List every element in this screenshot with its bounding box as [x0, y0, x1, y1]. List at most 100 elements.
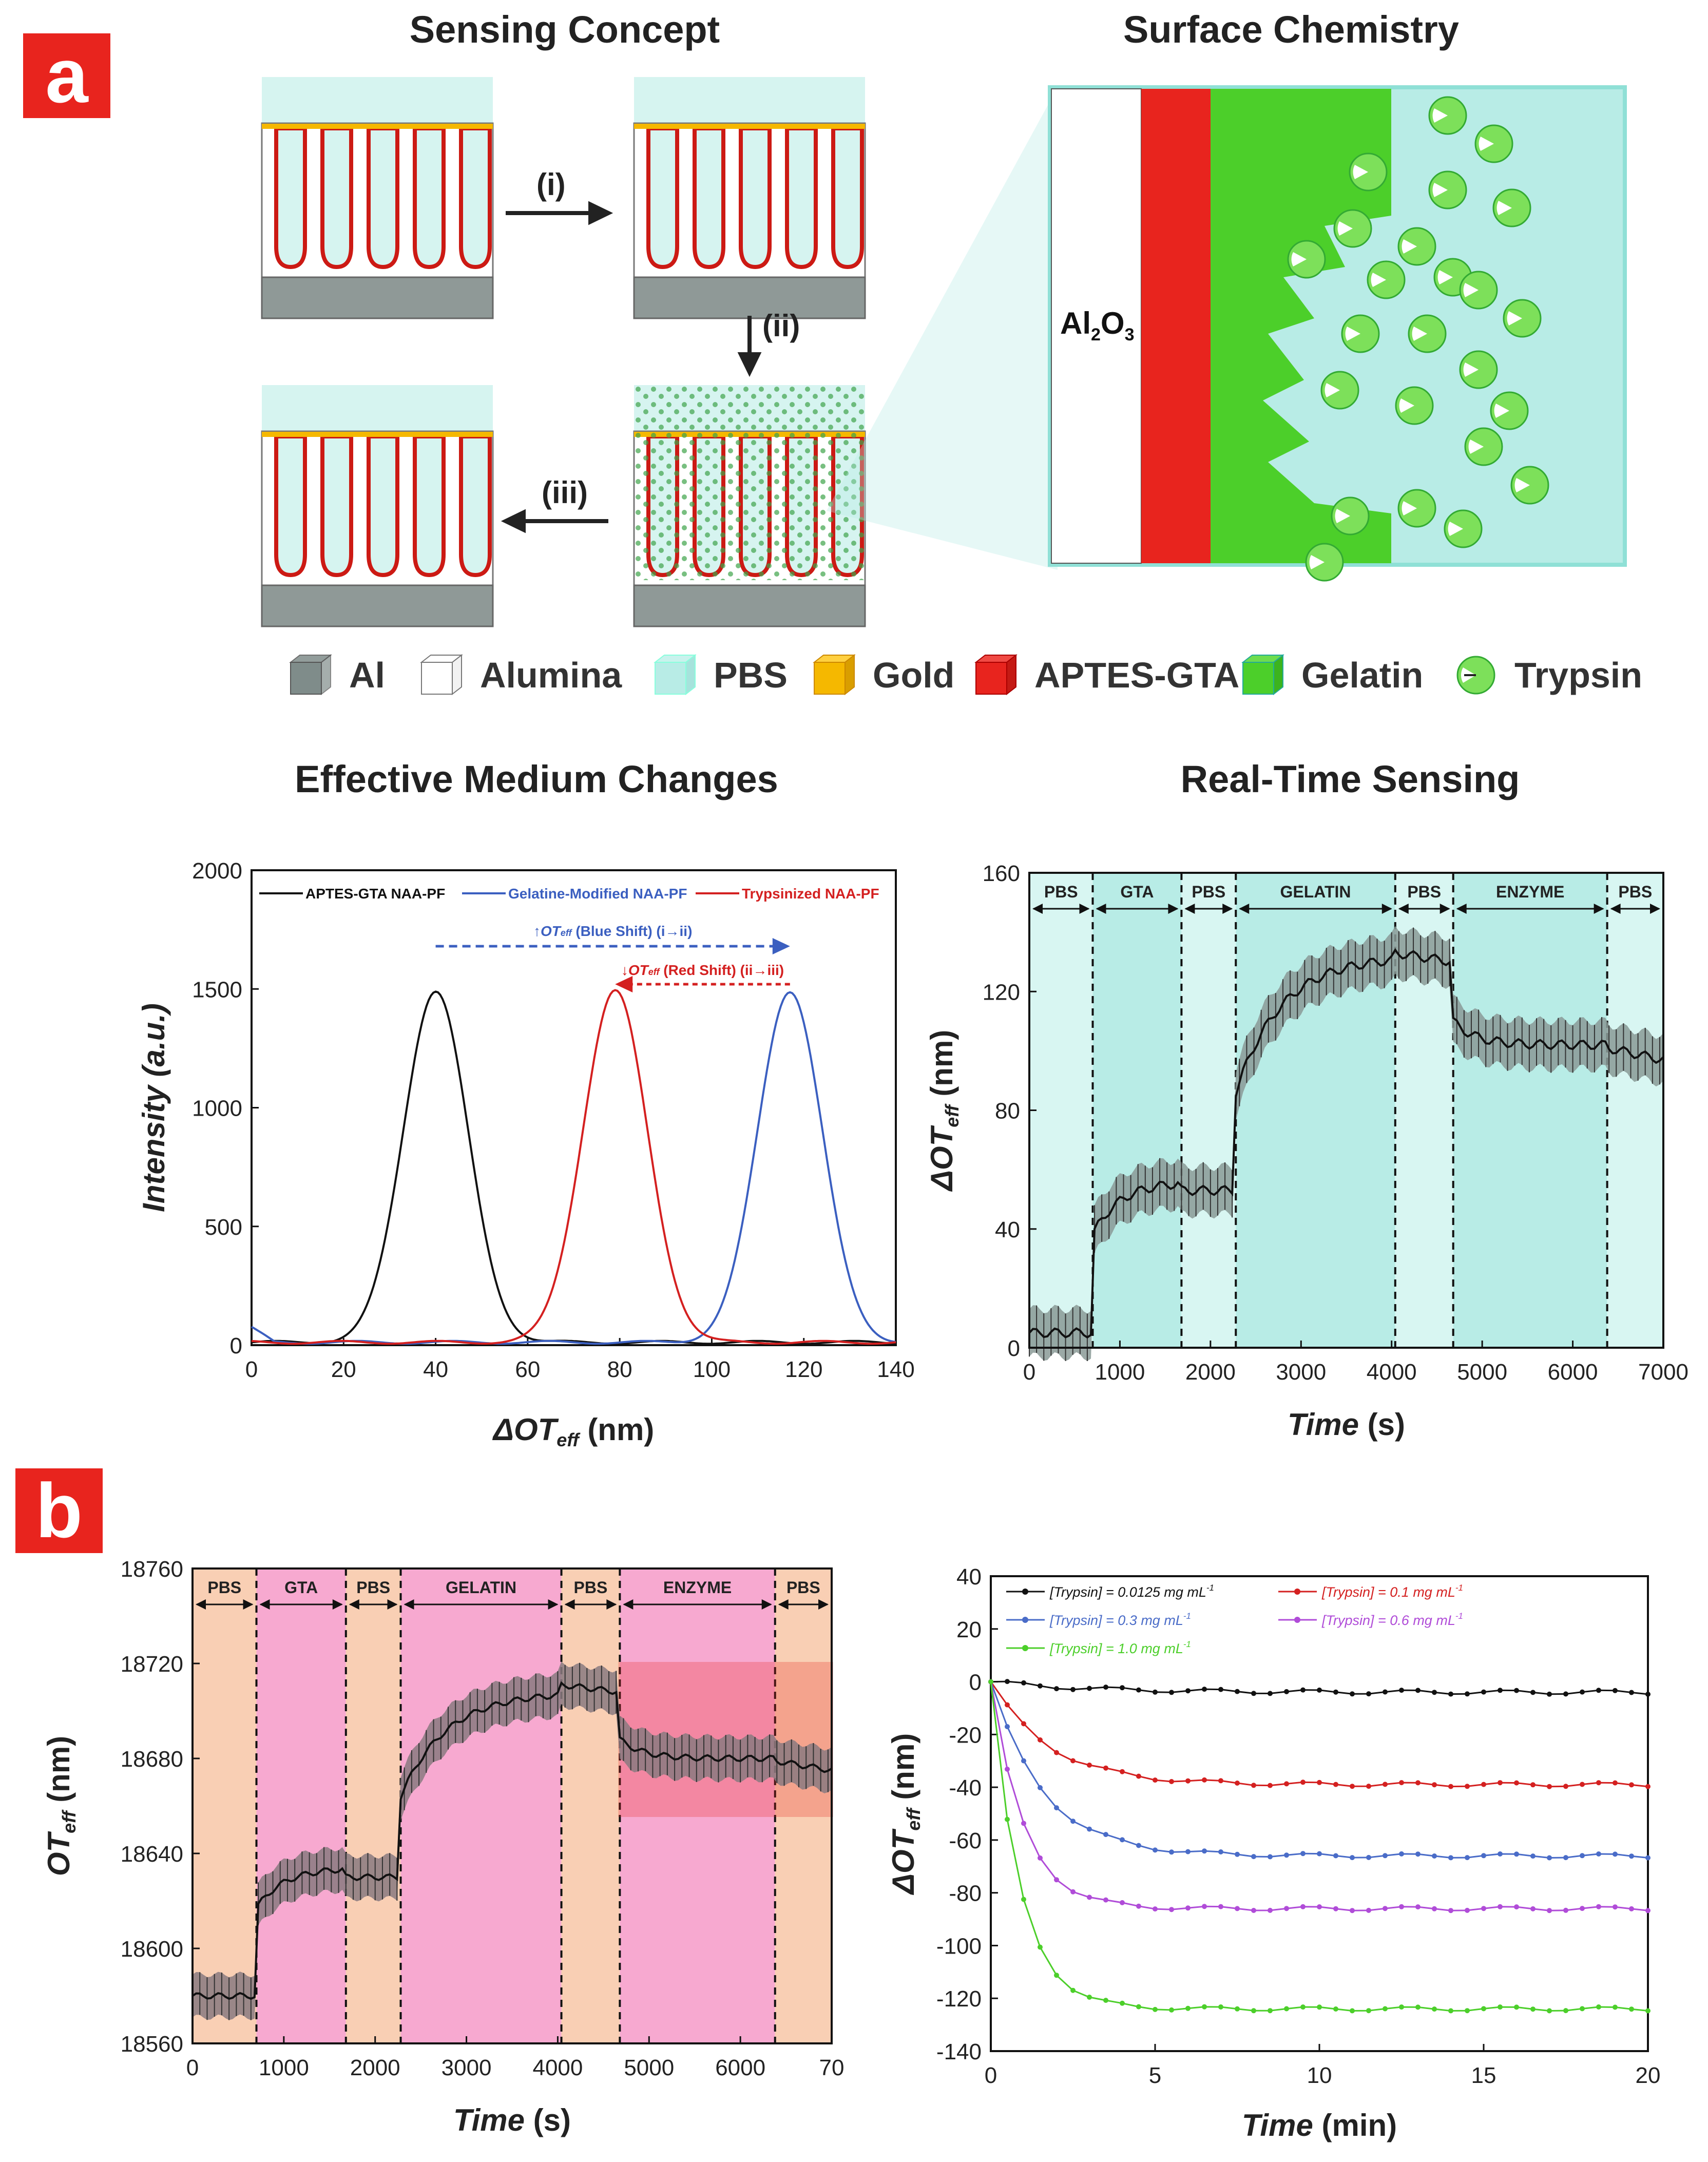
- phase-band: [1181, 873, 1236, 1348]
- series-marker: [1038, 1785, 1043, 1790]
- series-marker: [1432, 1906, 1437, 1911]
- series-marker: [1629, 1782, 1634, 1788]
- series-marker: [1629, 2006, 1634, 2012]
- legend-label: Alumina: [480, 655, 622, 695]
- series-marker: [1235, 2006, 1240, 2012]
- series-marker: [1415, 1851, 1421, 1857]
- phase-band: [1453, 873, 1607, 1348]
- trypsin-molecule: [1428, 96, 1467, 135]
- phase-band: [561, 1568, 620, 2043]
- series-marker: [1514, 2004, 1519, 2010]
- series-marker: [1268, 1691, 1273, 1696]
- cube-icon: [813, 654, 856, 696]
- series-marker: [1613, 1851, 1618, 1857]
- series-marker: [1169, 1907, 1174, 1912]
- series-marker: [1005, 1724, 1010, 1729]
- series-marker: [1333, 1689, 1338, 1695]
- series-marker: [1284, 1852, 1289, 1858]
- trypsin-pocket: [1371, 273, 1386, 287]
- series-marker: [1514, 1780, 1519, 1786]
- series-marker: [1399, 1688, 1404, 1693]
- trypsin-molecule: [1341, 314, 1380, 353]
- y-tick-label: 80: [995, 1099, 1020, 1124]
- x-tick-label: 10: [1307, 2063, 1332, 2088]
- trypsin-molecule: [1408, 314, 1447, 353]
- legend-label: [Trypsin] = 0.3 mg mL-1: [1049, 1611, 1191, 1628]
- series-marker: [1054, 1973, 1059, 1978]
- series-marker: [1070, 1889, 1076, 1895]
- phase-arrowhead: [1168, 904, 1179, 914]
- series-marker: [1465, 2008, 1470, 2014]
- plot-frame: [251, 869, 897, 1346]
- series-marker: [1218, 1849, 1223, 1854]
- series-marker: [1613, 1904, 1618, 1910]
- trypsin-molecule: [1331, 496, 1370, 535]
- series-marker: [1547, 2008, 1552, 2014]
- trypsin-pocket: [1479, 137, 1494, 151]
- phase-arrowhead: [1398, 904, 1409, 914]
- series-marker: [1021, 1721, 1026, 1727]
- cube-icon: [1241, 654, 1284, 696]
- phase-label: ENZYME: [663, 1578, 732, 1597]
- series-marker: [1202, 1848, 1207, 1854]
- series-marker: [1251, 1854, 1256, 1860]
- series-marker: [1465, 1855, 1470, 1861]
- legend-marker: [1022, 1617, 1028, 1623]
- phase-arrowhead: [1594, 904, 1604, 914]
- phase-label: GTA: [284, 1578, 318, 1597]
- legend-item: Trypsin: [1453, 644, 1642, 706]
- phase-arrowhead: [1650, 904, 1660, 914]
- series-marker: [1366, 1784, 1371, 1789]
- trypsin-molecule: [1492, 188, 1531, 227]
- y-tick-label: 2000: [192, 858, 242, 884]
- legend-label: Gelatine-Modified NAA-PF: [508, 886, 687, 902]
- series-marker: [1383, 2006, 1388, 2012]
- phase-arrowhead: [387, 1599, 398, 1610]
- phase-arrowhead: [778, 1599, 789, 1610]
- trypsin-pocket: [1432, 108, 1448, 123]
- series-marker: [1629, 1853, 1634, 1859]
- y-tick-label: 18560: [121, 2032, 183, 2057]
- series-marker: [1218, 2004, 1223, 2010]
- series-marker: [1235, 1689, 1240, 1694]
- series-marker: [1613, 1780, 1618, 1786]
- trypsin-pocket: [1309, 555, 1325, 569]
- series-marker: [1153, 2006, 1158, 2012]
- series-marker: [1366, 1854, 1371, 1860]
- series-marker: [1136, 1843, 1141, 1848]
- series-marker: [1021, 1897, 1026, 1902]
- series-marker: [1399, 1851, 1404, 1857]
- series-marker: [1300, 1780, 1306, 1785]
- phase-label: ENZYME: [1496, 883, 1564, 901]
- series-marker: [1005, 1816, 1010, 1822]
- cube-icon: [289, 654, 332, 696]
- series-marker: [1169, 1690, 1174, 1695]
- x-tick-label: 40: [423, 1357, 448, 1382]
- series-marker: [1317, 2004, 1322, 2010]
- series-marker: [1005, 1702, 1010, 1708]
- series-marker: [1613, 1688, 1618, 1693]
- series-marker: [1268, 1854, 1273, 1860]
- series-marker: [1580, 1689, 1585, 1695]
- series-marker: [1317, 1904, 1322, 1909]
- series-marker: [1547, 1784, 1552, 1789]
- legend-marker: [1294, 1617, 1300, 1623]
- trypsin-pocket: [1353, 165, 1368, 179]
- series-marker: [1185, 1688, 1191, 1694]
- trypsin-molecule: [1397, 489, 1436, 528]
- series-marker: [1169, 1849, 1174, 1855]
- x-tick-label: 0: [1023, 1360, 1035, 1385]
- series-marker: [1202, 1904, 1207, 1909]
- series-marker: [1448, 2008, 1453, 2014]
- series-marker: [1514, 1904, 1519, 1910]
- phase-arrowhead: [606, 1599, 617, 1610]
- series-marker: [1317, 1780, 1322, 1785]
- series-marker: [1235, 1851, 1240, 1857]
- series-marker: [1038, 1683, 1043, 1689]
- phase-arrowhead: [1079, 904, 1090, 914]
- series-marker: [1613, 2004, 1618, 2010]
- phase-label: PBS: [356, 1578, 390, 1597]
- series-marker: [1415, 1688, 1421, 1693]
- trypsin-molecule: [1333, 209, 1372, 248]
- series-marker: [1547, 1908, 1552, 1914]
